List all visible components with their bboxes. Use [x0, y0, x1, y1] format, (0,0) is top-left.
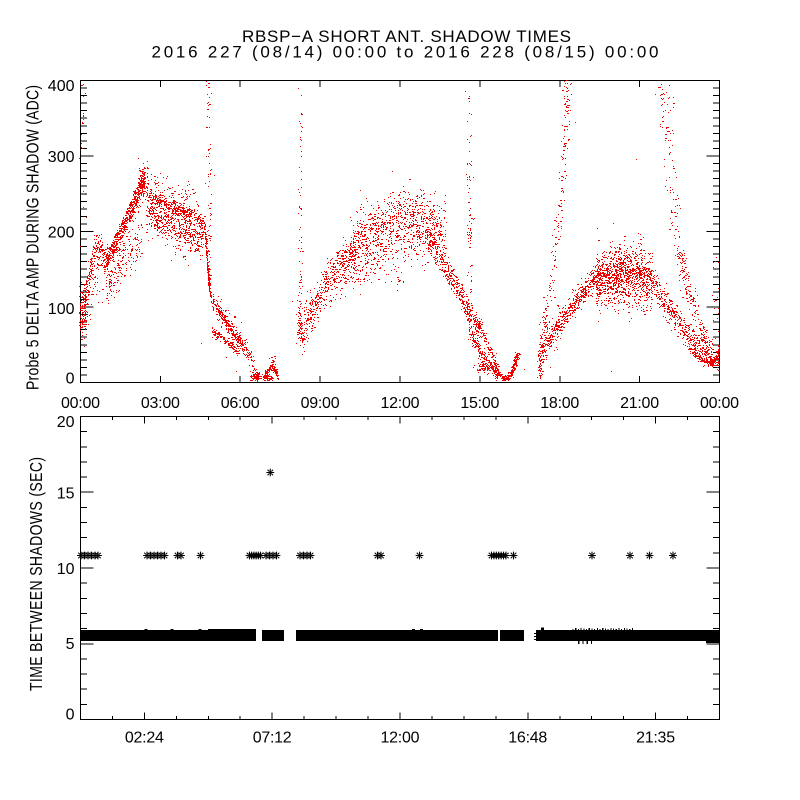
svg-text:16:48: 16:48 — [508, 730, 547, 747]
svg-text:400: 400 — [48, 78, 75, 95]
svg-text:02:24: 02:24 — [125, 730, 164, 747]
svg-text:Probe 5 DELTA AMP DURING SHADO: Probe 5 DELTA AMP DURING SHADOW (ADC) — [24, 85, 43, 390]
svg-text:21:00: 21:00 — [620, 395, 659, 412]
svg-text:00:00: 00:00 — [700, 395, 739, 412]
svg-text:06:00: 06:00 — [221, 395, 260, 412]
svg-text:18:00: 18:00 — [540, 395, 579, 412]
svg-text:20: 20 — [57, 414, 75, 431]
svg-text:21:35: 21:35 — [636, 730, 675, 747]
svg-text:0: 0 — [66, 371, 75, 388]
svg-text:2016 227 (08/14) 00:00 to 2016: 2016 227 (08/14) 00:00 to 2016 228 (08/1… — [152, 43, 659, 62]
svg-text:12:00: 12:00 — [381, 730, 420, 747]
svg-text:5: 5 — [66, 636, 75, 653]
svg-text:15:00: 15:00 — [460, 395, 499, 412]
svg-text:0: 0 — [66, 706, 75, 723]
svg-text:03:00: 03:00 — [141, 395, 180, 412]
svg-text:10: 10 — [57, 561, 75, 578]
svg-text:15: 15 — [57, 485, 75, 502]
svg-text:100: 100 — [48, 301, 75, 318]
svg-text:300: 300 — [48, 149, 75, 166]
svg-text:RBSP−A SHORT ANT. SHADOW TIMES: RBSP−A SHORT ANT. SHADOW TIMES — [242, 27, 571, 46]
svg-text:09:00: 09:00 — [301, 395, 340, 412]
svg-text:TIME BETWEEN SHADOWS (SEC): TIME BETWEEN SHADOWS (SEC) — [28, 457, 47, 691]
svg-text:07:12: 07:12 — [253, 730, 292, 747]
svg-text:200: 200 — [48, 224, 75, 241]
svg-text:00:00: 00:00 — [61, 395, 100, 412]
svg-text:12:00: 12:00 — [381, 395, 420, 412]
